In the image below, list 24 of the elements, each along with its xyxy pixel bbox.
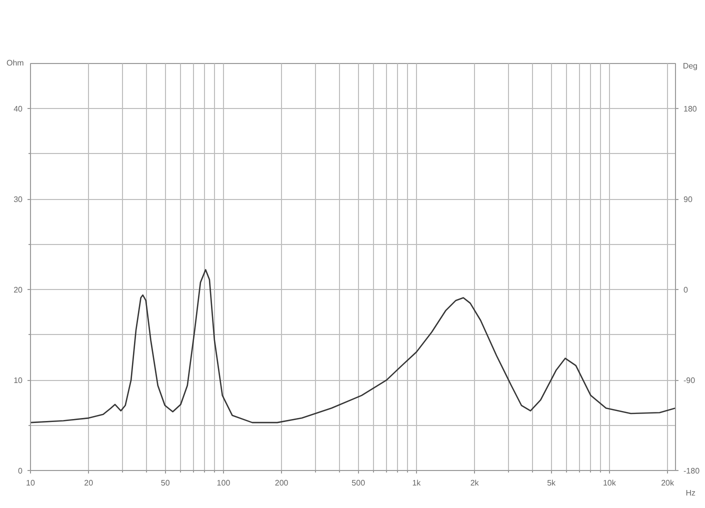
x-tick-label: 500 — [352, 478, 366, 488]
x-tick-label: 1k — [412, 478, 422, 488]
y-tick-label: 0 — [18, 466, 24, 476]
y-tick-label: 40 — [14, 104, 24, 114]
y2-tick-label: -90 — [684, 376, 696, 386]
x-tick-label: 2k — [470, 478, 480, 488]
x-tick-label: 5k — [547, 478, 557, 488]
y2-tick-label: 180 — [684, 104, 698, 114]
y-tick-label: 10 — [14, 376, 24, 386]
y-axis-title: Ohm — [6, 58, 24, 68]
x-tick-label: 10 — [26, 478, 36, 488]
x-tick-label: 200 — [274, 478, 289, 488]
y-tick-label: 20 — [14, 286, 24, 295]
x-axis-title: Hz — [686, 488, 696, 498]
y2-tick-label: 90 — [684, 195, 693, 204]
x-tick-label: 10k — [602, 478, 617, 488]
y2-axis-title: Deg — [682, 62, 698, 70]
y2-tick-label: -180 — [684, 466, 700, 476]
y2-tick-label: 0 — [684, 286, 688, 295]
x-tick-label: 50 — [160, 478, 170, 488]
x-tick-label: 100 — [216, 478, 231, 488]
x-tick-label: 20 — [84, 478, 94, 488]
x-tick-label: 20k — [661, 478, 675, 488]
y-tick-label: 30 — [14, 195, 24, 204]
